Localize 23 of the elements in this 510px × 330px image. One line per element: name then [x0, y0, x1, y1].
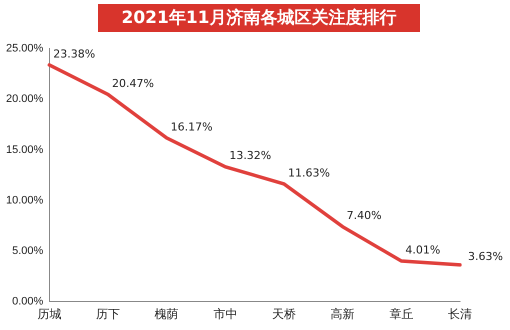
data-label: 7.40%	[346, 209, 382, 222]
data-label: 4.01%	[405, 243, 440, 256]
y-tick-label: 10.00%	[6, 194, 44, 206]
x-tick-label: 历城	[37, 307, 62, 322]
x-tick-label: 槐荫	[154, 307, 179, 322]
data-label: 20.47%	[112, 76, 154, 90]
data-label: 11.63%	[288, 166, 330, 180]
data-label: 3.63%	[468, 250, 503, 264]
x-tick-label: 高新	[330, 307, 355, 322]
data-label: 23.38%	[53, 47, 96, 60]
x-tick-label: 长清	[448, 307, 472, 322]
x-tick-label: 历下	[96, 307, 120, 322]
y-tick-label: 15.00%	[6, 144, 44, 156]
x-tick-label: 市中	[213, 307, 238, 322]
x-tick-label: 天桥	[272, 307, 296, 322]
chart-title: 2021年11月济南各城区关注度排行	[98, 4, 420, 32]
y-tick-label: 25.00%	[6, 42, 44, 55]
y-tick-label: 0.00%	[12, 296, 44, 308]
data-label: 13.32%	[229, 149, 272, 162]
y-tick-label: 20.00%	[6, 93, 44, 106]
data-label: 16.17%	[170, 120, 213, 134]
y-tick-label: 5.00%	[12, 245, 44, 258]
x-tick-label: 章丘	[389, 307, 414, 322]
